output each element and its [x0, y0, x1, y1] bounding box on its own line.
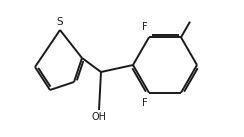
Text: F: F: [142, 98, 148, 108]
Text: S: S: [57, 17, 63, 27]
Text: OH: OH: [92, 112, 106, 122]
Text: F: F: [142, 22, 148, 32]
